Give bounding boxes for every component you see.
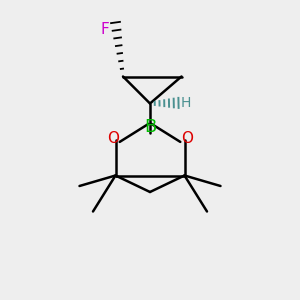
Text: H: H	[181, 96, 191, 110]
Text: F: F	[100, 22, 109, 38]
Text: O: O	[107, 131, 119, 146]
Text: O: O	[181, 131, 193, 146]
Text: B: B	[144, 118, 156, 136]
